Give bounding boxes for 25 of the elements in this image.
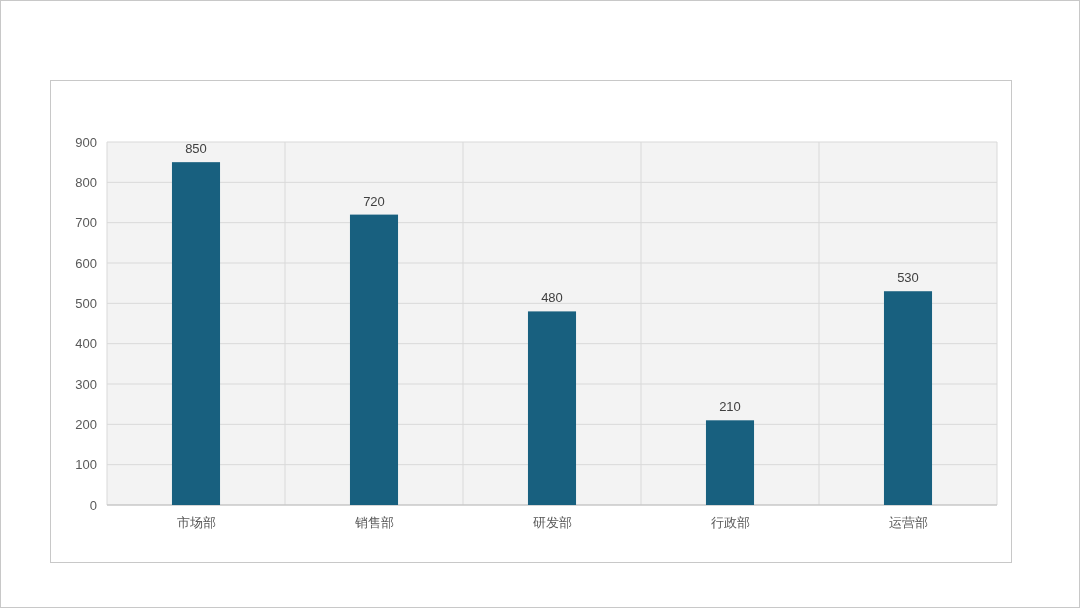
data-label: 720 <box>363 193 385 209</box>
data-label: 210 <box>719 399 741 415</box>
bar <box>171 162 221 505</box>
bar <box>527 311 577 505</box>
y-tick-label: 400 <box>75 336 97 352</box>
x-tick-label: 行政部 <box>710 515 750 530</box>
bar <box>705 420 755 505</box>
y-tick-label: 900 <box>75 134 97 150</box>
y-tick-label: 100 <box>75 457 97 473</box>
x-tick-label: 销售部 <box>353 515 394 530</box>
y-tick-label: 500 <box>75 295 97 311</box>
data-label: 480 <box>541 290 563 306</box>
data-label: 850 <box>185 141 207 157</box>
data-label: 530 <box>897 270 919 286</box>
x-tick-label: 研发部 <box>532 515 572 530</box>
y-tick-label: 800 <box>75 174 97 190</box>
bar <box>349 214 399 505</box>
bar <box>883 291 933 505</box>
x-tick-label: 运营部 <box>888 515 928 530</box>
y-tick-label: 600 <box>75 255 97 271</box>
y-tick-label: 200 <box>75 416 97 432</box>
y-tick-label: 700 <box>75 215 97 231</box>
x-tick-label: 市场部 <box>176 515 216 530</box>
y-tick-label: 0 <box>89 497 97 513</box>
y-tick-label: 300 <box>75 376 97 392</box>
